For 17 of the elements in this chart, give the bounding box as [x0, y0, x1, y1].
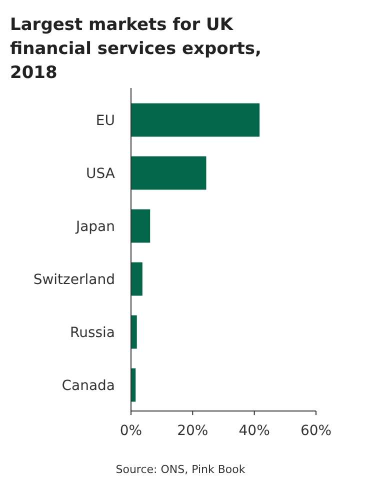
source-note: Source: ONS, Pink Book	[116, 463, 246, 476]
chart-title: Largest markets for UK financial services exports, 2018	[10, 15, 262, 83]
bar	[131, 262, 142, 296]
y-tick-label: Japan	[74, 218, 115, 235]
bar	[131, 103, 260, 137]
y-tick-label: USA	[86, 166, 116, 182]
x-tick-label: 20%	[177, 423, 208, 439]
y-tick-label: Russia	[70, 324, 115, 341]
x-tick-label: 60%	[300, 423, 332, 439]
y-tick-label: Switzerland	[33, 272, 115, 288]
y-tick-label: EU	[96, 112, 115, 129]
x-tick-label: 0%	[120, 423, 142, 439]
bar	[131, 209, 150, 243]
bar	[131, 315, 137, 349]
x-tick-label: 40%	[238, 423, 270, 439]
y-tick-label: Canada	[62, 378, 115, 394]
bar	[131, 156, 206, 190]
